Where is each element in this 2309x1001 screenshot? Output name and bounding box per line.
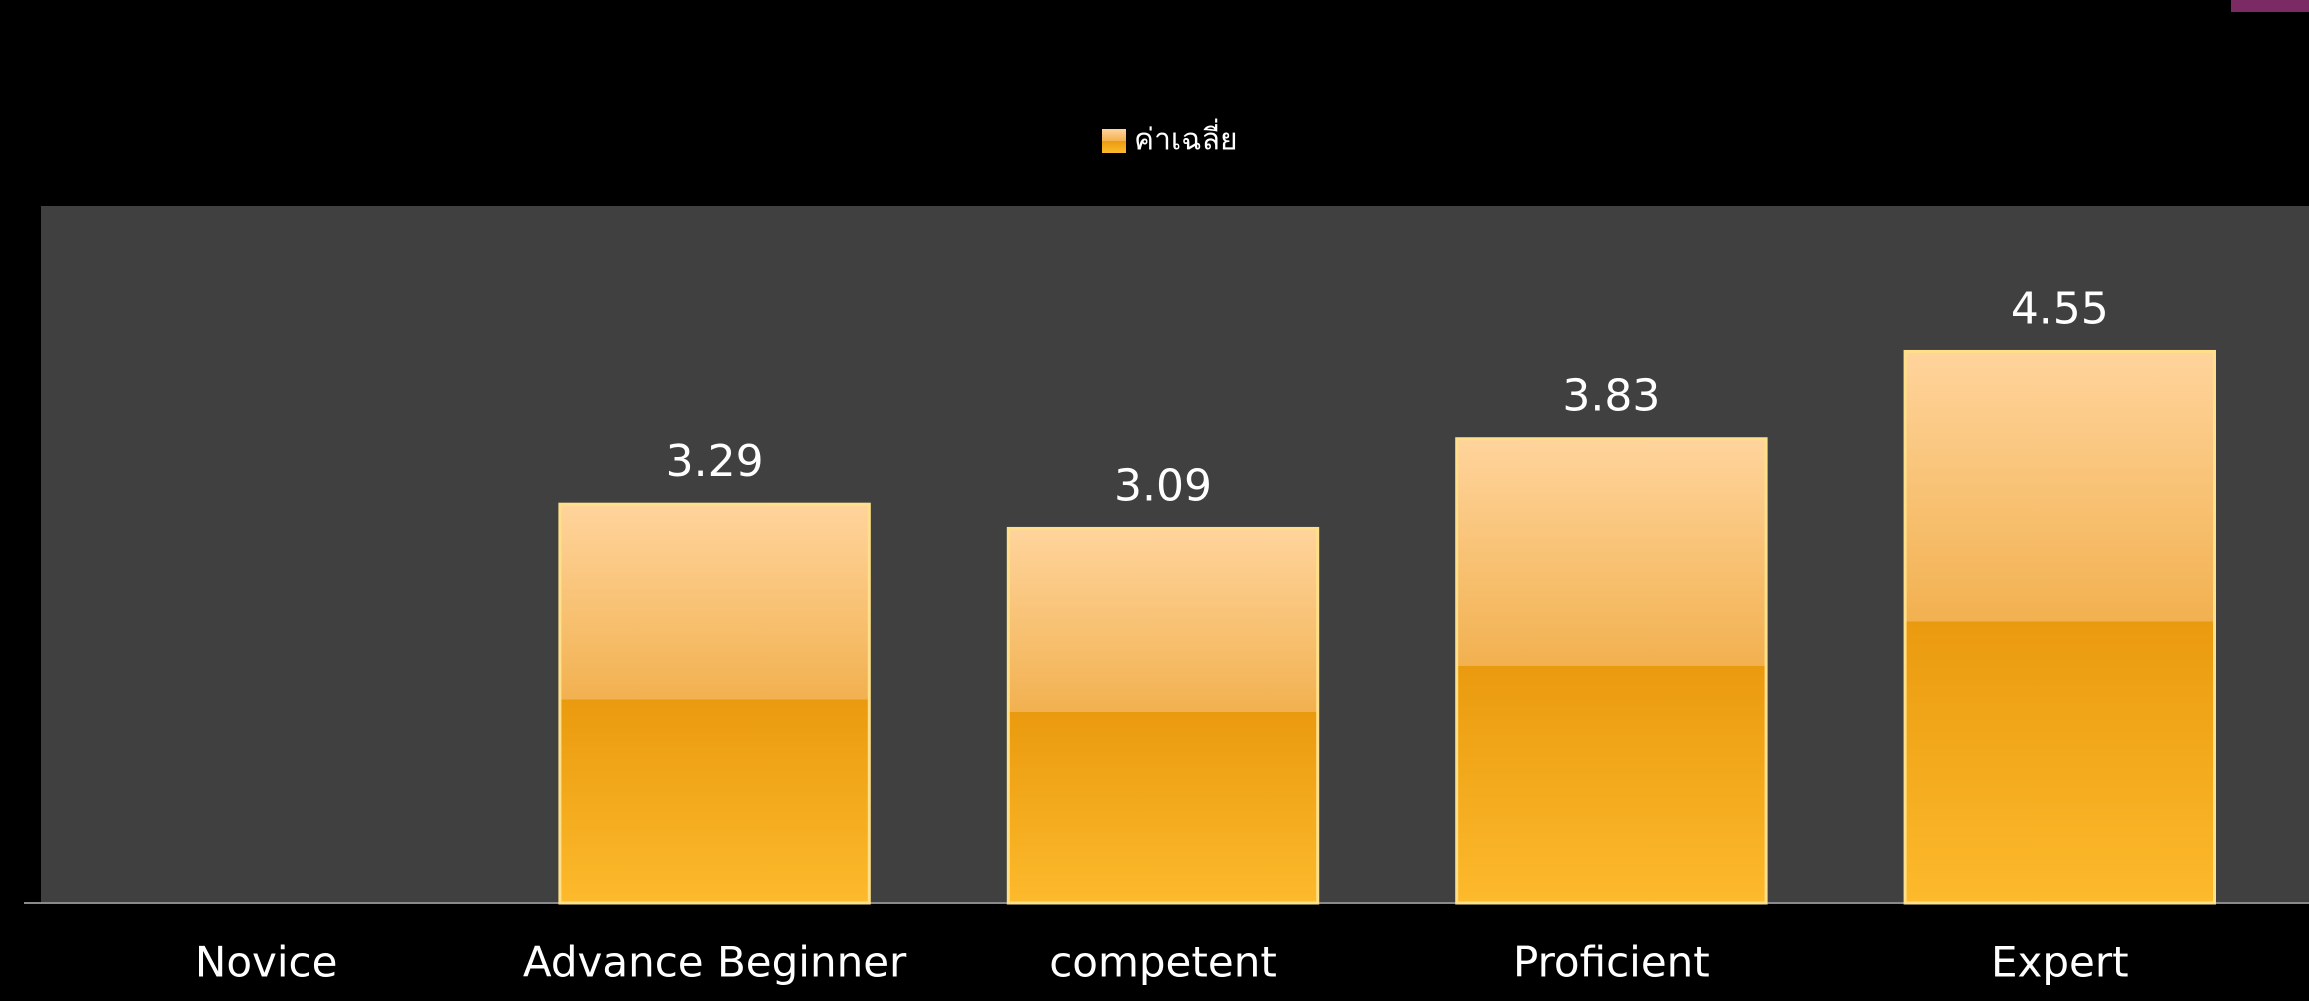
bar [558,502,871,905]
bar [1006,526,1320,905]
x-tick-label: Proficient [1513,938,1710,987]
data-label: 3.09 [1114,460,1212,511]
x-tick-label: competent [1049,938,1277,987]
x-tick-label: Expert [1991,938,2129,987]
legend-swatch [1102,129,1126,153]
x-tick-label: Advance Beginner [523,938,907,987]
data-label: 3.29 [666,436,764,487]
bar [1903,349,2216,905]
data-label: 4.55 [2011,283,2109,334]
corner-accent [2231,0,2309,12]
data-label: 3.83 [1562,371,1660,422]
bar [1455,437,1768,905]
x-tick-label: Novice [195,938,338,987]
legend-label: ค่าเฉลี่ย [1134,119,1238,158]
